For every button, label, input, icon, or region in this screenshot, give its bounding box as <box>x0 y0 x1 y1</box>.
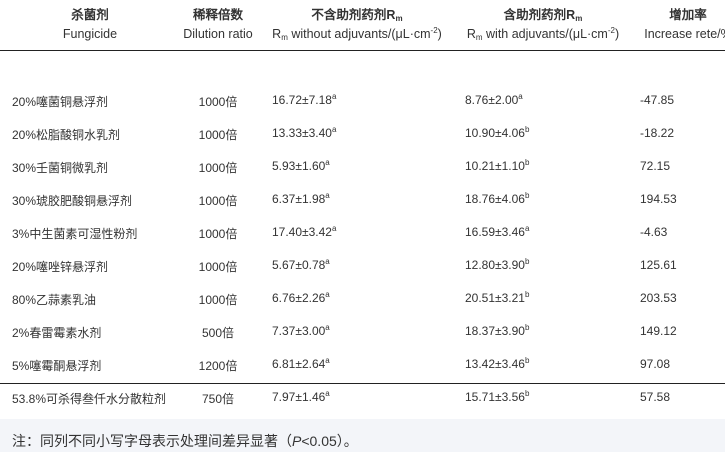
increase-rate: -4.63 <box>640 225 668 239</box>
table-row: 30%壬菌铜微乳剂 1000倍 5.93±1.60a 10.21±1.10b 72.15 <box>0 150 725 183</box>
header-label: Fungicide <box>62 27 118 41</box>
header-label: 杀菌剂 <box>71 8 109 22</box>
fungicide-name: 5%噻霉酮悬浮剂 <box>12 359 102 373</box>
rm-with-adjuvants: 12.80±3.90b <box>465 257 530 273</box>
rm-without-adjuvants: 7.97±1.46a <box>272 389 330 405</box>
increase-rate: 57.58 <box>640 390 671 404</box>
rm-with-adjuvants: 13.42±3.46b <box>465 356 530 372</box>
rm-with-adjuvants: 18.76±4.06b <box>465 191 530 207</box>
increase-rate: -18.22 <box>640 126 675 140</box>
increase-rate: -47.85 <box>640 93 675 107</box>
rm-without-adjuvants: 6.76±2.26a <box>272 290 330 306</box>
table-header: 杀菌剂 Fungicide 稀释倍数 Dilution ratio 不含助剂药剂… <box>0 6 725 50</box>
fungicide-name: 20%噻菌铜悬浮剂 <box>12 95 109 109</box>
rm-with-adjuvants: 10.21±1.10b <box>465 158 530 174</box>
rm-without-adjuvants: 6.81±2.64a <box>272 356 330 372</box>
dilution-ratio: 1200倍 <box>198 359 238 373</box>
increase-rate: 125.61 <box>640 258 677 272</box>
dilution-ratio: 1000倍 <box>198 95 238 109</box>
increase-rate: 72.15 <box>640 159 671 173</box>
dilution-ratio: 500倍 <box>201 326 235 340</box>
rm-without-adjuvants: 17.40±3.42a <box>272 224 337 240</box>
dilution-ratio: 1000倍 <box>198 161 238 175</box>
increase-rate: 203.53 <box>640 291 677 305</box>
rm-without-adjuvants: 6.37±1.98a <box>272 191 330 207</box>
header-increase-rate: 增加率 Increase rete/% <box>638 6 725 44</box>
header-label: Dilution ratio <box>183 27 253 41</box>
dilution-ratio: 1000倍 <box>198 293 238 307</box>
header-label: 含助剂药剂Rm <box>503 8 583 23</box>
table-row: 3%中生菌素可湿性粉剂 1000倍 17.40±3.42a 16.59±3.46a -4… <box>0 216 725 249</box>
bottom-rule <box>0 383 725 384</box>
note-text: 注：同列不同小写字母表示处理间差异显著（P<0.05）。 <box>12 433 358 449</box>
rm-with-adjuvants: 15.71±3.56b <box>465 389 530 405</box>
header-label: 不含助剂药剂Rm <box>311 8 403 23</box>
fungicide-name: 80%乙蒜素乳油 <box>12 293 97 307</box>
header-rule <box>0 50 725 51</box>
rm-without-adjuvants: 5.93±1.60a <box>272 158 330 174</box>
header-fungicide: 杀菌剂 Fungicide <box>40 6 140 44</box>
header-label: 增加率 <box>669 8 707 22</box>
rm-without-adjuvants: 7.37±3.00a <box>272 323 330 339</box>
rm-with-adjuvants: 18.37±3.90b <box>465 323 530 339</box>
increase-rate: 97.08 <box>640 357 671 371</box>
header-label: 稀释倍数 <box>192 8 243 22</box>
fungicide-name: 20%松脂酸铜水乳剂 <box>12 128 121 142</box>
header-dilution: 稀释倍数 Dilution ratio <box>168 6 268 44</box>
rm-without-adjuvants: 13.33±3.40a <box>272 125 337 141</box>
fungicide-name: 2%春雷霉素水剂 <box>12 326 102 340</box>
table-row: 20%松脂酸铜水乳剂 1000倍 13.33±3.40a 10.90±4.06b -18… <box>0 117 725 150</box>
header-label: Rm without adjuvants/(μL·cm-2) <box>272 26 442 42</box>
rm-with-adjuvants: 8.76±2.00a <box>465 92 523 108</box>
dilution-ratio: 1000倍 <box>198 128 238 142</box>
header-with-adjuvants: 含助剂药剂Rm Rm with adjuvants/(μL·cm-2) <box>458 6 628 44</box>
fungicide-name: 20%噻唑锌悬浮剂 <box>12 260 109 274</box>
table-row: 30%琥胶肥酸铜悬浮剂 1000倍 6.37±1.98a 18.76±4.06b 194… <box>0 183 725 216</box>
rm-with-adjuvants: 10.90±4.06b <box>465 125 530 141</box>
rm-without-adjuvants: 5.67±0.78a <box>272 257 330 273</box>
table-note: 注：同列不同小写字母表示处理间差异显著（P<0.05）。 <box>0 419 725 452</box>
table-row: 20%噻唑锌悬浮剂 1000倍 5.67±0.78a 12.80±3.90b 125.6… <box>0 249 725 282</box>
header-without-adjuvants: 不含助剂药剂Rm Rm without adjuvants/(μL·cm-2) <box>262 6 452 44</box>
increase-rate: 194.53 <box>640 192 677 206</box>
table-row: 5%噻霉酮悬浮剂 1200倍 6.81±2.64a 13.42±3.46b 97.08 <box>0 348 725 381</box>
fungicide-name: 53.8%可杀得叁仟水分散粒剂 <box>12 392 167 406</box>
dilution-ratio: 1000倍 <box>198 194 238 208</box>
fungicide-name: 30%壬菌铜微乳剂 <box>12 161 109 175</box>
dilution-ratio: 1000倍 <box>198 260 238 274</box>
header-label: Rm with adjuvants/(μL·cm-2) <box>466 26 620 42</box>
increase-rate: 149.12 <box>640 324 677 338</box>
fungicide-name: 3%中生菌素可湿性粉剂 <box>12 227 138 241</box>
rm-with-adjuvants: 16.59±3.46a <box>465 224 530 240</box>
table-row: 53.8%可杀得叁仟水分散粒剂 750倍 7.97±1.46a 15.71±3.56b… <box>0 381 725 414</box>
dilution-ratio: 750倍 <box>201 392 235 406</box>
table-row: 20%噻菌铜悬浮剂 1000倍 16.72±7.18a 8.76±2.00a -47.8… <box>0 84 725 117</box>
header-label: Increase rete/% <box>644 27 725 41</box>
rm-with-adjuvants: 20.51±3.21b <box>465 290 530 306</box>
table-row: 80%乙蒜素乳油 1000倍 6.76±2.26a 20.51±3.21b 203.53 <box>0 282 725 315</box>
dilution-ratio: 1000倍 <box>198 227 238 241</box>
rm-without-adjuvants: 16.72±7.18a <box>272 92 337 108</box>
fungicide-name: 30%琥胶肥酸铜悬浮剂 <box>12 194 133 208</box>
table-row: 2%春雷霉素水剂 500倍 7.37±3.00a 18.37±3.90b 149.12 <box>0 315 725 348</box>
